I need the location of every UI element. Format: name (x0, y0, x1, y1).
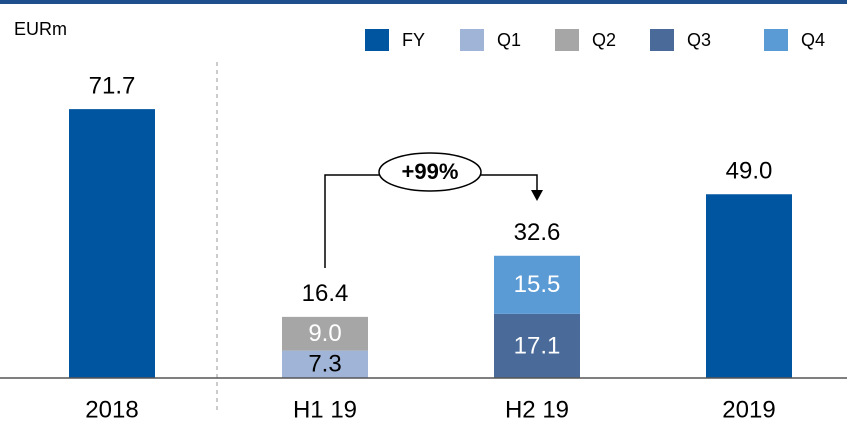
legend-swatch (555, 29, 579, 51)
segment-label: 9.0 (308, 320, 341, 347)
x-tick-label: 2019 (722, 396, 775, 423)
bar-segment (282, 316, 368, 351)
legend-swatch (650, 29, 674, 51)
top-rule (0, 0, 847, 4)
arrow-head (531, 190, 543, 201)
total-label: 16.4 (302, 280, 349, 307)
unit-label: EURm (14, 19, 67, 39)
legend-swatch (365, 29, 389, 51)
segment-label: 7.3 (308, 351, 341, 378)
legend-label: Q4 (801, 30, 825, 50)
legend-label: Q3 (687, 30, 711, 50)
annotation-ellipse (378, 152, 482, 192)
legend-label: Q1 (497, 30, 521, 50)
x-tick-label: H2 19 (505, 396, 569, 423)
x-tick-label: 2018 (85, 396, 138, 423)
bar-segment (69, 109, 155, 378)
annotation: +99% (402, 159, 459, 184)
segment-label: 17.1 (514, 332, 561, 359)
x-tick-label: H1 19 (293, 396, 357, 423)
bar-segment (494, 255, 580, 314)
value-label: 49.0 (726, 158, 773, 185)
segment-label: 15.5 (514, 271, 561, 298)
bar-segment (494, 313, 580, 378)
legend-swatch (460, 29, 484, 51)
growth-arrow (324, 174, 538, 268)
bar-segment (706, 194, 792, 378)
legend-label: FY (402, 30, 425, 50)
legend-swatch (764, 29, 788, 51)
bar-segment (282, 350, 368, 378)
total-label: 32.6 (514, 219, 561, 246)
value-label: 71.7 (89, 72, 136, 99)
legend-label: Q2 (592, 30, 616, 50)
